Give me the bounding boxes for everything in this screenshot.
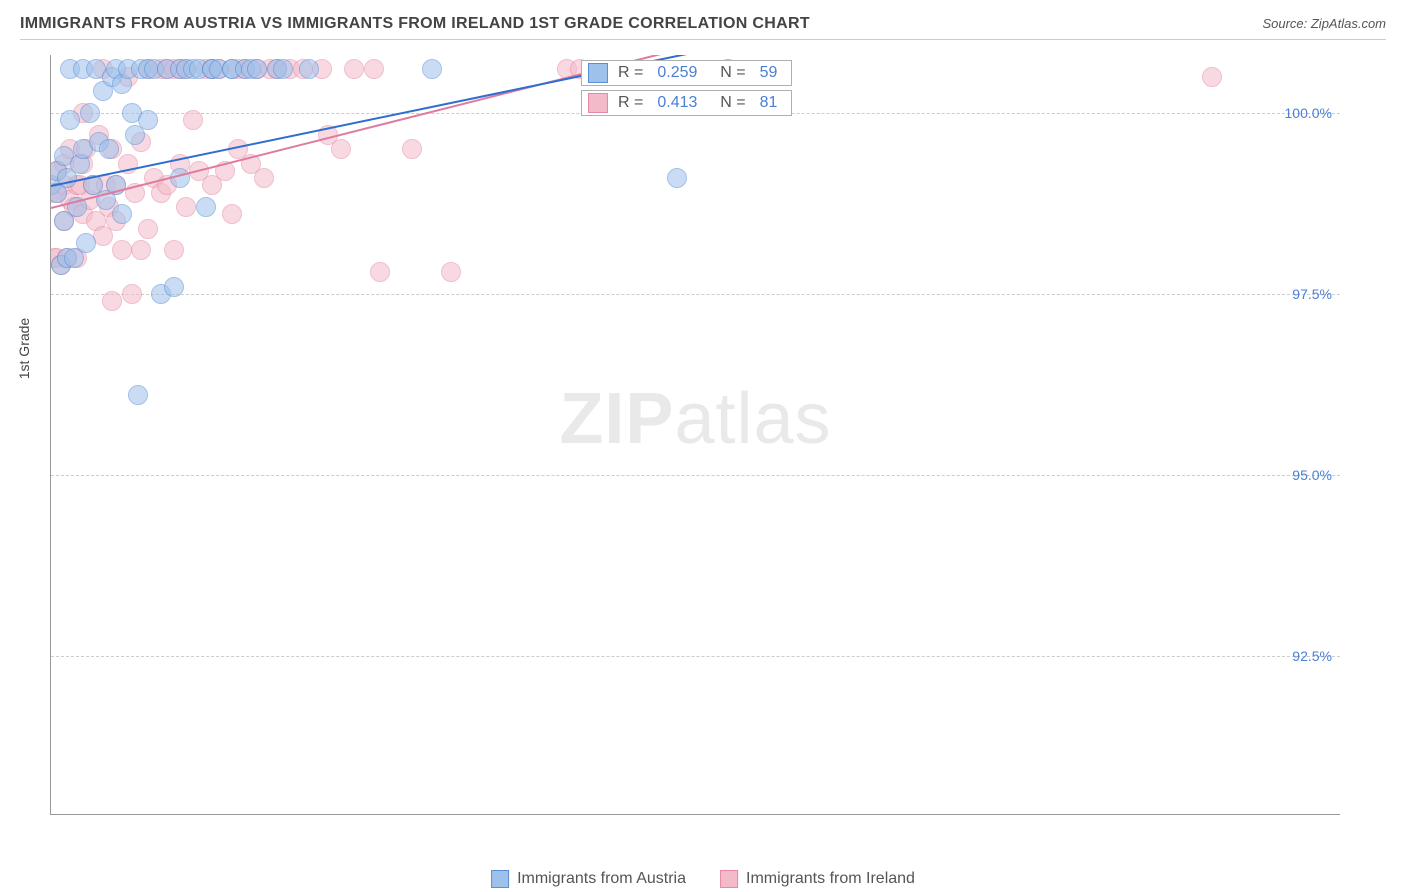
x-tick <box>954 814 955 815</box>
stats-swatch <box>588 93 608 113</box>
chart-source: Source: ZipAtlas.com <box>1262 16 1386 31</box>
stats-n-label: N = <box>711 64 745 82</box>
scatter-point-ireland <box>102 291 122 311</box>
x-tick <box>51 814 52 815</box>
scatter-point-austria <box>196 197 216 217</box>
grid-line <box>51 656 1340 657</box>
watermark: ZIPatlas <box>559 378 831 460</box>
scatter-point-ireland <box>122 284 142 304</box>
x-tick <box>696 814 697 815</box>
stats-r-value: 0.259 <box>653 64 701 82</box>
scatter-point-ireland <box>176 197 196 217</box>
legend-label-austria: Immigrants from Austria <box>517 870 686 888</box>
stats-r-value: 0.413 <box>653 94 701 112</box>
scatter-point-ireland <box>131 240 151 260</box>
scatter-point-ireland <box>183 110 203 130</box>
grid-line <box>51 294 1340 295</box>
legend-label-ireland: Immigrants from Ireland <box>746 870 915 888</box>
stats-box-austria: R = 0.259 N = 59 <box>581 60 792 86</box>
scatter-point-austria <box>112 204 132 224</box>
scatter-point-austria <box>138 110 158 130</box>
scatter-point-austria <box>128 385 148 405</box>
stats-swatch <box>588 63 608 83</box>
scatter-point-ireland <box>112 240 132 260</box>
chart-title: IMMIGRANTS FROM AUSTRIA VS IMMIGRANTS FR… <box>20 15 810 33</box>
scatter-point-ireland <box>370 262 390 282</box>
scatter-point-ireland <box>1202 67 1222 87</box>
chart-header: IMMIGRANTS FROM AUSTRIA VS IMMIGRANTS FR… <box>20 15 1386 40</box>
watermark-atlas: atlas <box>674 379 831 459</box>
scatter-point-austria <box>247 59 267 79</box>
chart-legend: Immigrants from Austria Immigrants from … <box>491 870 915 888</box>
scatter-point-austria <box>273 59 293 79</box>
scatter-point-ireland <box>344 59 364 79</box>
x-tick <box>180 814 181 815</box>
scatter-point-austria <box>299 59 319 79</box>
stats-box-ireland: R = 0.413 N = 81 <box>581 90 792 116</box>
scatter-point-austria <box>164 277 184 297</box>
scatter-point-ireland <box>164 240 184 260</box>
y-tick-label: 100.0% <box>1285 105 1332 121</box>
watermark-zip: ZIP <box>559 379 674 459</box>
scatter-point-ireland <box>138 219 158 239</box>
scatter-point-austria <box>80 103 100 123</box>
scatter-point-ireland <box>222 204 242 224</box>
x-tick <box>309 814 310 815</box>
legend-swatch-austria <box>491 870 509 888</box>
stats-n-value: 59 <box>756 64 782 82</box>
scatter-point-austria <box>99 139 119 159</box>
scatter-point-ireland <box>331 139 351 159</box>
scatter-point-ireland <box>364 59 384 79</box>
scatter-point-austria <box>667 168 687 188</box>
x-tick <box>1083 814 1084 815</box>
y-tick-label: 97.5% <box>1292 286 1332 302</box>
stats-r-label: R = <box>618 64 643 82</box>
x-tick <box>567 814 568 815</box>
scatter-point-ireland <box>402 139 422 159</box>
x-tick <box>438 814 439 815</box>
scatter-point-ireland <box>441 262 461 282</box>
stats-n-label: N = <box>711 94 745 112</box>
scatter-point-austria <box>60 110 80 130</box>
legend-item-austria: Immigrants from Austria <box>491 870 686 888</box>
y-tick-label: 95.0% <box>1292 467 1332 483</box>
y-axis-title: 1st Grade <box>16 318 32 379</box>
chart-plot-area: ZIPatlas 100.0%97.5%95.0%92.5%0.0%20.0%R… <box>50 55 1340 815</box>
stats-r-label: R = <box>618 94 643 112</box>
scatter-point-austria <box>422 59 442 79</box>
legend-swatch-ireland <box>720 870 738 888</box>
x-tick <box>825 814 826 815</box>
legend-item-ireland: Immigrants from Ireland <box>720 870 915 888</box>
y-tick-label: 92.5% <box>1292 648 1332 664</box>
grid-line <box>51 475 1340 476</box>
scatter-point-ireland <box>254 168 274 188</box>
x-tick <box>1212 814 1213 815</box>
stats-n-value: 81 <box>756 94 782 112</box>
scatter-point-austria <box>76 233 96 253</box>
